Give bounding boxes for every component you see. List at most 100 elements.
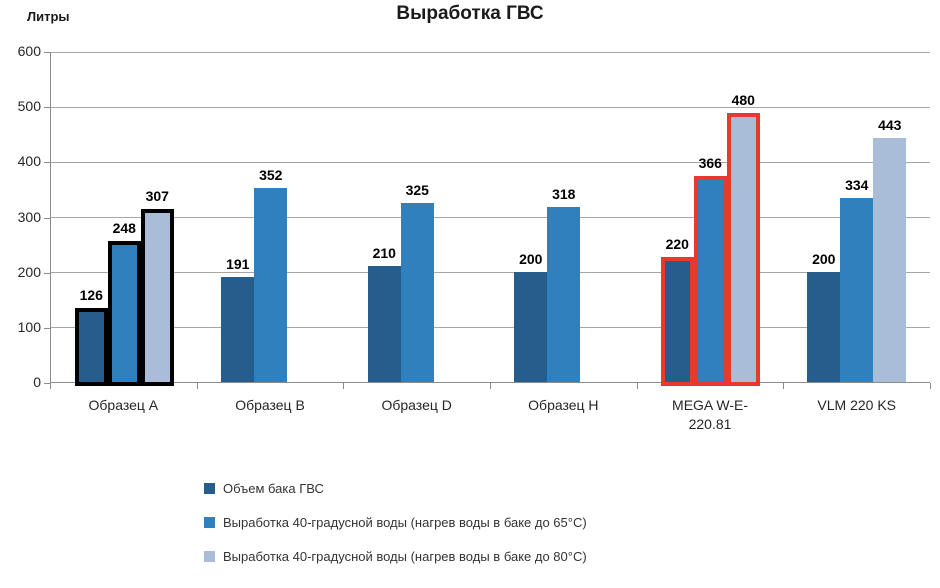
bar-value-label: 200 [812, 251, 836, 267]
y-tick-mark [44, 272, 50, 274]
bar-slot [434, 52, 467, 382]
legend-swatch-icon [204, 551, 215, 562]
x-category-label-3: Образец D [381, 397, 452, 413]
y-tick-label-400: 400 [17, 153, 41, 170]
x-tick-mark [636, 383, 638, 389]
gridline-100 [51, 327, 930, 329]
bar-group-3: 210 325 [344, 52, 491, 382]
bar-value-label: 126 [79, 287, 103, 303]
legend-label: Объем бака ГВС [223, 481, 324, 496]
y-tick-mark [44, 217, 50, 219]
legend-item-2: Выработка 40-градусной воды (нагрев воды… [204, 515, 587, 530]
legend-item-1: Объем бака ГВС [204, 481, 587, 496]
bar-slot: 210 [367, 52, 401, 382]
y-tick-label-0: 0 [33, 374, 41, 390]
bar-slot: 191 [221, 52, 255, 382]
bar-series2-4 [547, 207, 581, 382]
bar-slot: 480 [726, 52, 760, 386]
bar-series3-1 [140, 209, 174, 386]
y-tick-label-600: 600 [17, 43, 41, 59]
x-tick-mark [783, 383, 785, 389]
bar-group-2: 191 352 [198, 52, 345, 382]
y-tick-mark [44, 162, 50, 164]
legend: Объем бака ГВС Выработка 40-градусной вод… [204, 481, 587, 583]
y-tick-mark [44, 327, 50, 329]
bar-value-label: 480 [731, 92, 755, 108]
bar-slot: 366 [693, 52, 727, 386]
bar-value-label: 248 [112, 220, 136, 236]
legend-swatch-icon [204, 517, 215, 528]
bar-series1-2 [221, 277, 255, 382]
bar-series1-6 [807, 272, 841, 382]
bar-series2-3 [400, 203, 434, 382]
bar-series2-1 [107, 241, 141, 386]
bar-series1-1 [74, 308, 108, 386]
bar-slot: 307 [140, 52, 174, 386]
bar-group-6: 200 334 443 [784, 52, 931, 382]
x-tick-mark [196, 383, 198, 389]
bar-group-1: 126 248 307 [51, 52, 198, 386]
bar-series2-5 [693, 176, 727, 386]
gridline-500 [51, 106, 930, 108]
bar-series3-6 [873, 138, 907, 382]
bar-slot: 248 [107, 52, 141, 386]
legend-label: Выработка 40-градусной воды (нагрев воды… [223, 515, 587, 530]
bar-slot: 220 [660, 52, 694, 386]
bar-series2-6 [840, 198, 874, 382]
bar-value-label: 325 [405, 182, 429, 198]
bar-value-label: 307 [145, 188, 169, 204]
bar-series2-2 [254, 188, 288, 382]
bar-slot: 200 [514, 52, 548, 382]
bar-slot: 325 [400, 52, 434, 382]
bar-value-label: 352 [259, 167, 283, 183]
x-category-label-5: MEGA W-E- 220.81 [672, 397, 748, 432]
x-tick-mark [490, 383, 491, 389]
gridline-400 [51, 161, 930, 163]
bar-value-label: 443 [878, 117, 902, 133]
legend-swatch-icon [204, 483, 215, 494]
bar-value-label: 210 [372, 245, 396, 261]
bar-value-label: 318 [552, 186, 576, 202]
y-tick-mark [44, 52, 50, 53]
legend-label: Выработка 40-градусной воды (нагрев воды… [223, 549, 587, 564]
bar-group-4: 200 318 [491, 52, 638, 382]
x-axis-labels: Образец A Образец B Образец D Образец H MEGA… [50, 396, 930, 434]
chart-title: Выработка ГВС [396, 3, 544, 24]
x-tick-mark [343, 383, 345, 389]
bar-series3-5 [726, 113, 760, 386]
bar-group-5: 220 366 480 [637, 52, 784, 386]
bar-series1-4 [514, 272, 548, 382]
y-tick-label-300: 300 [17, 208, 41, 225]
gridline-300 [51, 217, 930, 218]
bar-slot: 443 [873, 52, 907, 382]
bar-value-label: 191 [226, 256, 250, 272]
bar-slot: 200 [807, 52, 841, 382]
x-category-label-1: Образец A [88, 397, 159, 413]
plot-area: 126 248 307 191 352 210 325 200 318 220 366 480 200 3… [50, 51, 931, 386]
bar-slot: 126 [74, 52, 108, 386]
y-tick-label-100: 100 [17, 318, 41, 335]
bar-slot: 334 [840, 52, 874, 382]
bar-value-label: 366 [698, 155, 722, 171]
x-category-label-4: Образец H [528, 397, 599, 413]
bar-value-label: 334 [845, 177, 869, 193]
y-tick-label-200: 200 [17, 263, 41, 280]
y-tick-label-500: 500 [17, 98, 41, 115]
legend-item-3: Выработка 40-градусной воды (нагрев воды… [204, 549, 587, 564]
bar-value-label: 220 [665, 236, 689, 252]
x-tick-mark [50, 383, 51, 389]
x-category-label-6: VLM 220 KS [817, 397, 896, 413]
gridline-200 [51, 272, 930, 274]
x-category-label-2: Образец B [235, 397, 305, 413]
y-tick-mark [44, 383, 50, 384]
x-tick-mark [930, 383, 931, 389]
bar-series1-5 [660, 257, 694, 386]
bar-value-label: 200 [519, 251, 543, 267]
bar-slot [287, 52, 320, 382]
bar-slot [580, 52, 613, 382]
bar-slot: 318 [547, 52, 581, 382]
y-axis-title: Литры [27, 9, 70, 24]
bar-series1-3 [367, 266, 401, 382]
y-tick-mark [44, 107, 50, 109]
